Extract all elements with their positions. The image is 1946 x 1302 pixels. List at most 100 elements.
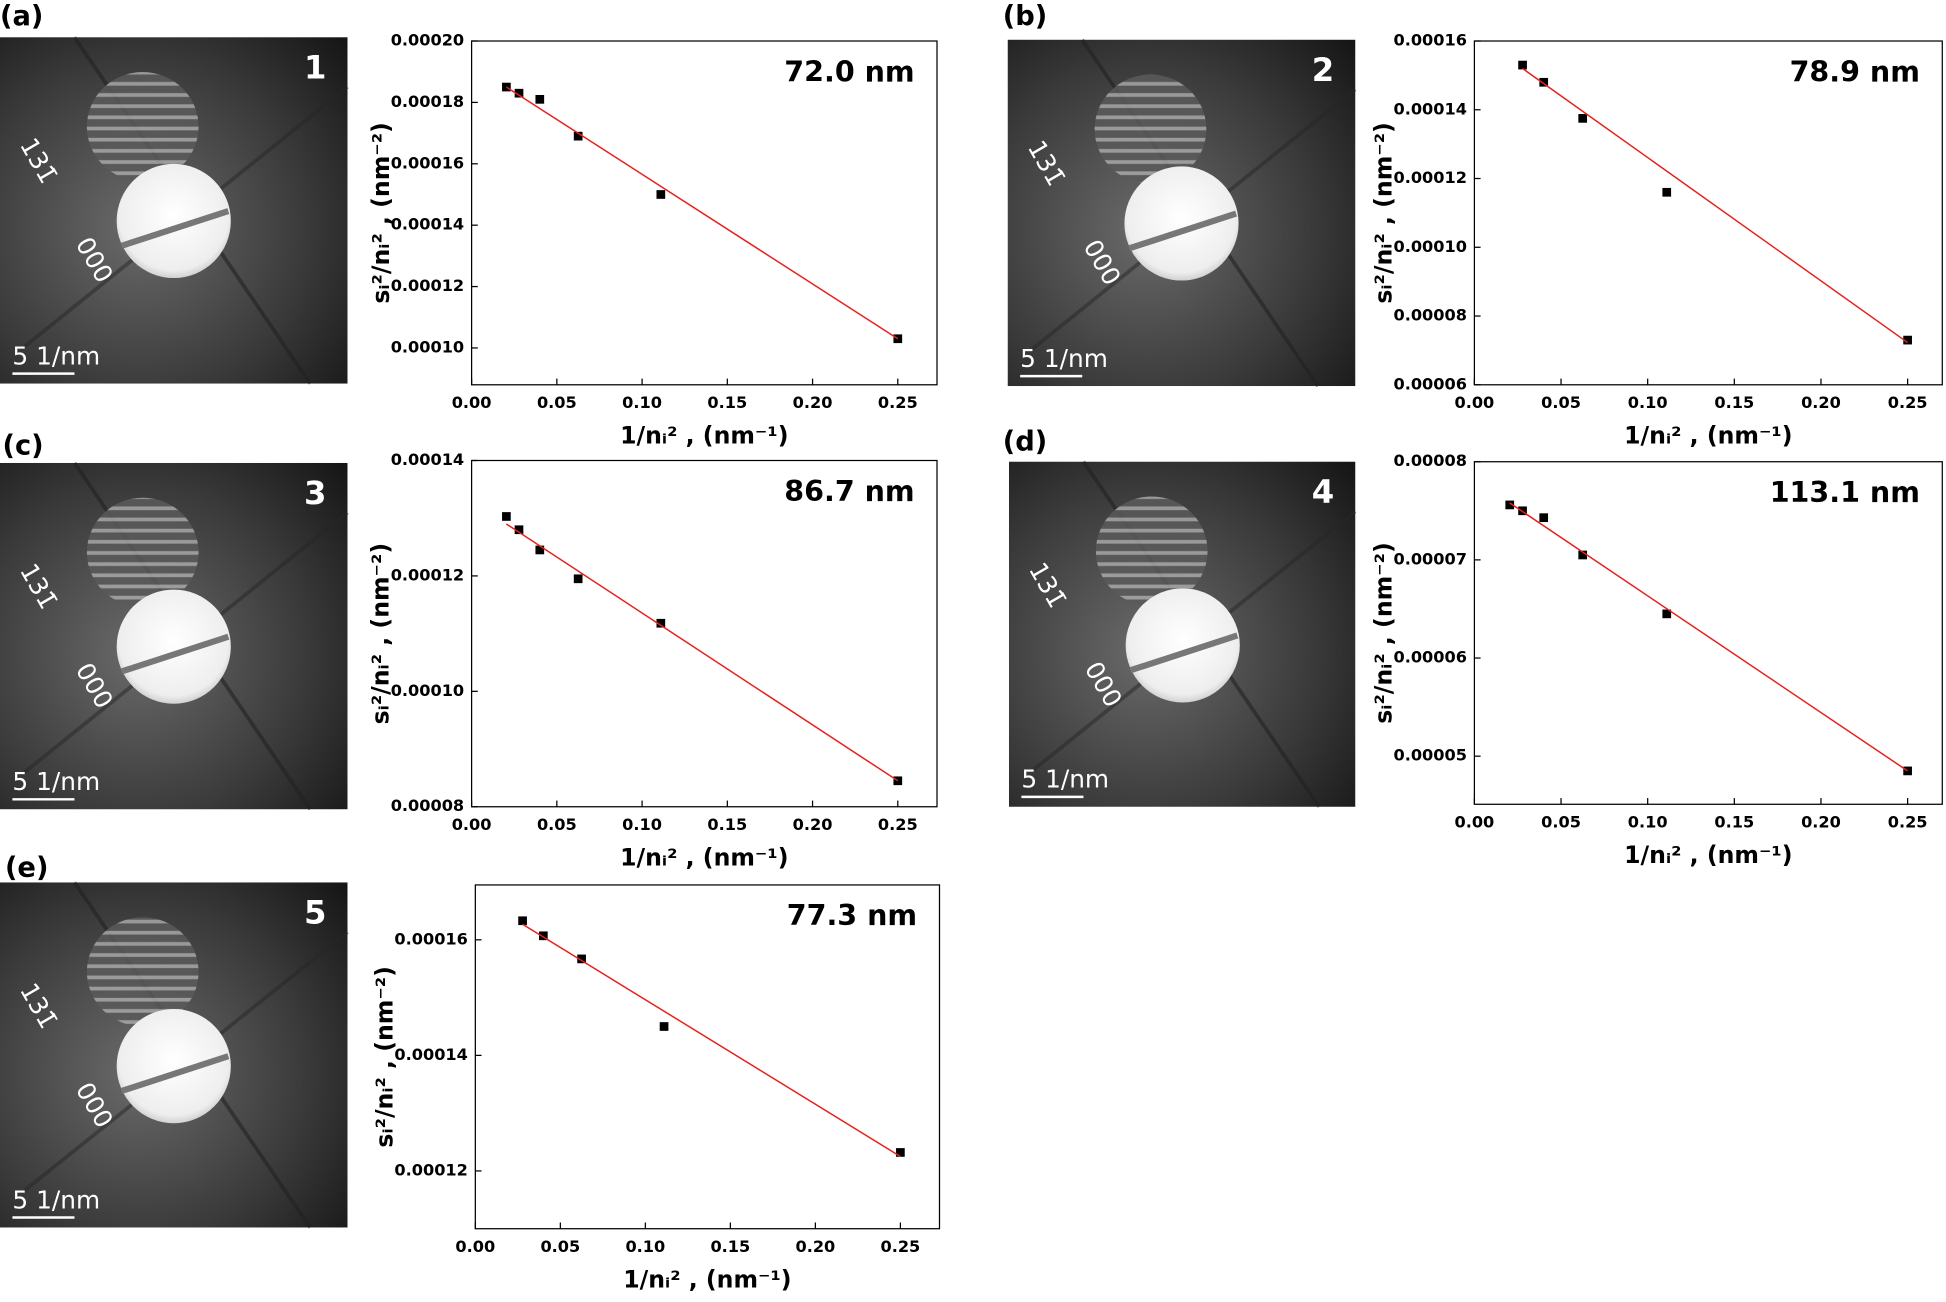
panel-label: (e) (5, 852, 48, 883)
x-tick-label: 0.00 (1454, 393, 1494, 412)
x-tick-label: 0.00 (455, 1237, 495, 1256)
y-tick-label: 0.00016 (1393, 31, 1466, 50)
x-tick-label: 0.00 (452, 815, 492, 834)
scale-bar-label: 5 1/nm (12, 1185, 100, 1214)
x-tick-label: 0.10 (1628, 812, 1668, 831)
y-tick-label: 0.00014 (1393, 99, 1466, 118)
x-tick-label: 0.15 (710, 1237, 750, 1256)
annotation: 113.1 nm (1770, 476, 1920, 509)
panel-label: (b) (1003, 1, 1048, 32)
panel-label: (c) (2, 430, 43, 461)
y-axis-label: sᵢ²/nᵢ² , (nm⁻²) (370, 966, 398, 1147)
y-tick-label: 0.00014 (394, 1045, 467, 1064)
x-tick-label: 0.05 (537, 815, 577, 834)
x-tick-label: 0.05 (540, 1237, 580, 1256)
data-point (538, 931, 548, 941)
x-axis-label: 1/nᵢ² , (nm⁻¹) (1624, 421, 1792, 449)
central-disc (116, 589, 231, 704)
panel-label: (a) (0, 1, 43, 32)
y-tick-label: 0.00014 (391, 450, 464, 469)
x-tick-label: 0.00 (452, 393, 492, 412)
diffracted-disc (86, 497, 199, 607)
y-tick-label: 0.00008 (391, 796, 464, 815)
y-tick-label: 0.00010 (391, 337, 464, 356)
diffracted-disc (86, 917, 199, 1027)
x-axis-label: 1/nᵢ² , (nm⁻¹) (1624, 841, 1792, 869)
x-tick-label: 0.05 (537, 393, 577, 412)
x-tick-label: 0.20 (793, 815, 833, 834)
y-axis-label: sᵢ²/nᵢ² , (nm⁻²) (1370, 122, 1398, 303)
disc-fringe (1128, 210, 1238, 252)
y-tick-label: 0.00016 (391, 153, 464, 172)
plot-frame (1473, 40, 1943, 386)
x-tick-label: 0.10 (622, 815, 662, 834)
data-point (514, 525, 524, 535)
x-tick-label: 0.05 (1541, 393, 1581, 412)
y-tick-label: 0.00012 (391, 565, 464, 584)
central-disc (1124, 166, 1239, 281)
y-axis-label: sᵢ²/nᵢ² , (nm⁻²) (1370, 542, 1398, 723)
x-tick-label: 0.25 (1888, 812, 1928, 831)
y-tick-label: 0.00008 (1393, 451, 1466, 470)
x-axis-label: 1/nᵢ² , (nm⁻¹) (620, 421, 788, 449)
disc-fringe (1129, 632, 1239, 674)
x-tick-label: 0.20 (793, 393, 833, 412)
data-point (1539, 513, 1549, 523)
x-axis-label: 1/nᵢ² , (nm⁻¹) (623, 1265, 791, 1293)
y-tick-label: 0.00012 (1393, 168, 1466, 187)
x-tick-label: 0.05 (1541, 812, 1581, 831)
x-tick-label: 0.25 (878, 815, 918, 834)
data-point (1903, 335, 1912, 345)
image-number: 3 (304, 474, 326, 512)
scale-bar-label: 5 1/nm (12, 341, 100, 370)
image-number: 5 (304, 894, 326, 932)
x-tick-label: 0.20 (795, 1237, 835, 1256)
y-tick-label: 0.00008 (1393, 306, 1466, 325)
data-point (1518, 60, 1527, 70)
disc-fringe (120, 633, 230, 675)
scale-bar-label: 5 1/nm (1020, 344, 1108, 373)
plot-frame (1473, 461, 1943, 805)
x-axis-label: 1/nᵢ² , (nm⁻¹) (620, 843, 788, 871)
y-tick-label: 0.00016 (394, 929, 467, 948)
central-disc (116, 163, 231, 279)
x-tick-label: 0.15 (1714, 812, 1754, 831)
data-point (518, 916, 527, 926)
data-point (656, 190, 666, 199)
annotation: 86.7 nm (784, 475, 914, 508)
data-point (514, 88, 524, 98)
fit-line (1509, 502, 1909, 772)
y-tick-label: 0.00010 (391, 681, 464, 700)
y-axis-label: sᵢ²/nᵢ² , (nm⁻²) (367, 543, 395, 724)
y-tick-label: 0.00014 (391, 215, 464, 234)
fit-line (1522, 67, 1909, 344)
data-point (502, 512, 511, 521)
y-tick-label: 0.00007 (1393, 549, 1466, 568)
fit-line (505, 523, 899, 782)
central-disc (116, 1009, 231, 1124)
y-tick-label: 0.00012 (391, 276, 464, 295)
annotation: 78.9 nm (1790, 55, 1920, 88)
x-tick-label: 0.15 (707, 815, 747, 834)
x-tick-label: 0.15 (707, 393, 747, 412)
x-tick-label: 0.25 (880, 1237, 920, 1256)
data-point (1578, 114, 1588, 123)
x-tick-label: 0.10 (625, 1237, 665, 1256)
data-point (1539, 77, 1549, 87)
central-disc (1125, 588, 1240, 703)
plot-frame (470, 40, 938, 386)
y-tick-label: 0.00012 (394, 1160, 467, 1179)
data-point (1505, 500, 1515, 510)
image-number: 2 (1312, 51, 1334, 89)
y-axis-label: sᵢ²/nᵢ² , (nm⁻²) (367, 122, 395, 303)
annotation: 77.3 nm (787, 899, 917, 932)
x-tick-label: 0.25 (1888, 393, 1928, 412)
y-tick-label: 0.00006 (1393, 648, 1466, 667)
disc-fringe (120, 1053, 230, 1094)
